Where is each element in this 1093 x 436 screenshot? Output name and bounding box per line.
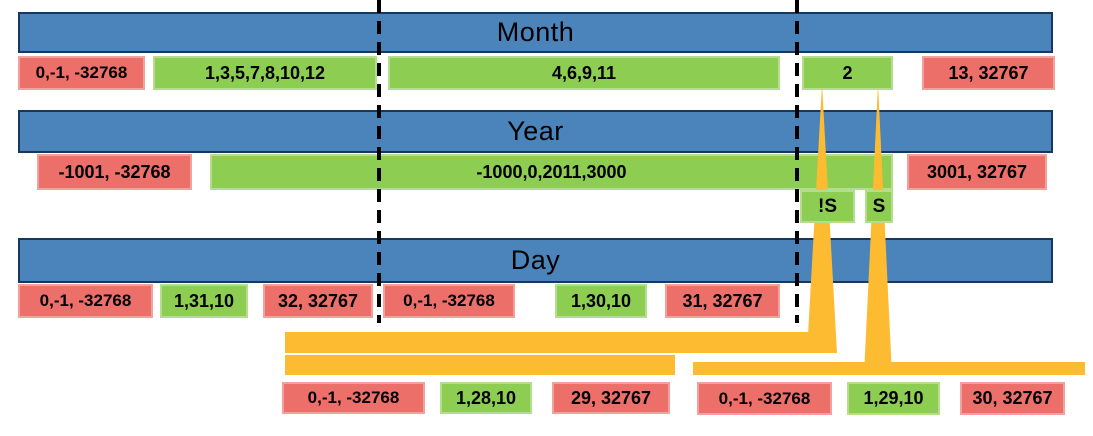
- month-invalid-low-box: 0,-1, -32768: [18, 56, 145, 90]
- month-valid-30day-box: 4,6,9,11: [388, 56, 780, 90]
- day31-valid-box: 1,31,10: [160, 284, 248, 318]
- year-invalid-low-box: -1001, -32768: [37, 154, 192, 190]
- leap-flag-not-s-box: !S: [800, 190, 855, 223]
- month-valid-february-box: 2: [802, 56, 893, 90]
- feb28-invalid-high-box: 29, 32767: [552, 382, 670, 414]
- feb28-valid-box: 1,28,10: [440, 382, 532, 414]
- month-invalid-high-box: 13, 32767: [922, 56, 1055, 90]
- day30-invalid-low-box: 0,-1, -32768: [383, 284, 515, 318]
- funnel-bar-feb-leap: [693, 362, 1085, 375]
- leap-flag-s-box: S: [865, 190, 893, 223]
- funnel-bar-feb-nonleap-top: [285, 332, 835, 353]
- feb28-invalid-low-box: 0,-1, -32768: [282, 382, 425, 414]
- funnel-bar-feb-nonleap-bottom: [285, 355, 675, 375]
- month-valid-31day-box: 1,3,5,7,8,10,12: [153, 56, 377, 90]
- month-field-bar: Month: [18, 12, 1053, 53]
- partition-divider-line-left: [377, 0, 381, 323]
- feb29-invalid-low-box: 0,-1, -32768: [697, 382, 832, 415]
- day30-invalid-high-box: 31, 32767: [665, 284, 780, 318]
- year-valid-box: -1000,0,2011,3000: [210, 154, 893, 190]
- partition-divider-line-right: [795, 0, 799, 323]
- year-invalid-high-box: 3001, 32767: [907, 154, 1047, 190]
- feb29-invalid-high-box: 30, 32767: [960, 382, 1065, 415]
- day31-invalid-high-box: 32, 32767: [263, 284, 373, 318]
- year-bar-title: Year: [507, 116, 564, 146]
- feb29-valid-box: 1,29,10: [847, 382, 940, 415]
- day-field-bar: Day: [18, 238, 1053, 283]
- year-field-bar: Year: [18, 110, 1053, 153]
- day31-invalid-low-box: 0,-1, -32768: [18, 284, 153, 318]
- month-bar-title: Month: [496, 17, 575, 47]
- day-bar-title: Day: [510, 245, 561, 275]
- day30-valid-box: 1,30,10: [555, 284, 647, 318]
